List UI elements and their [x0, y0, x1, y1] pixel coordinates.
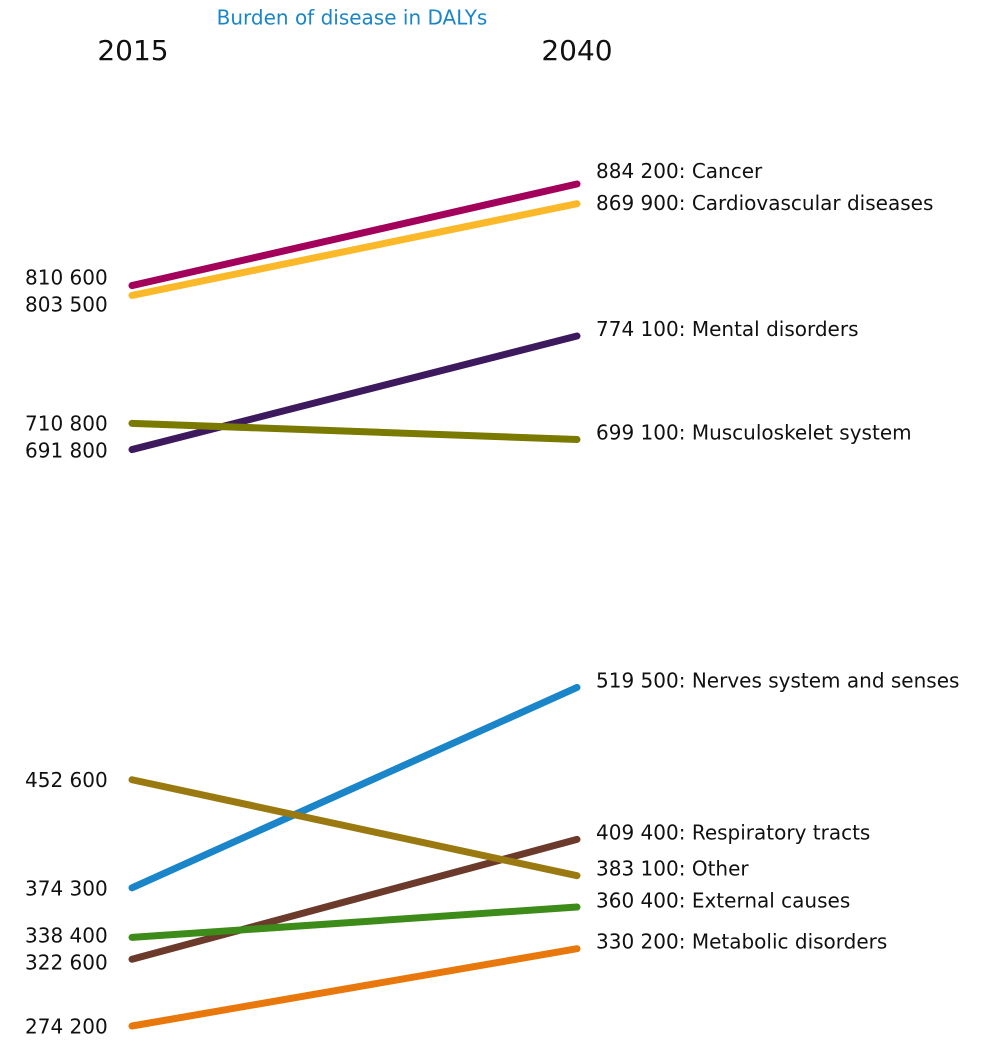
- end-value-label: 869 900: [596, 190, 679, 214]
- slope-line: [128, 419, 581, 443]
- start-value-label: 710 800: [25, 411, 108, 435]
- slope-line: [128, 180, 581, 290]
- start-value-label: 374 300: [25, 876, 108, 900]
- start-value-label: 274 200: [25, 1015, 108, 1039]
- label-separator: :: [679, 888, 692, 912]
- label-separator: :: [679, 316, 692, 340]
- x-category-label: 2015: [97, 34, 168, 67]
- slope-line: [128, 776, 581, 880]
- end-label: 330 200: Metabolic disorders: [596, 929, 887, 953]
- end-value-label: 774 100: [596, 316, 679, 340]
- end-value-label: 409 400: [596, 820, 679, 844]
- slope-line: [128, 945, 581, 1030]
- x-category-label: 2040: [541, 34, 612, 67]
- start-value-label: 691 800: [25, 438, 108, 462]
- end-label: 409 400: Respiratory tracts: [596, 820, 870, 844]
- label-separator: :: [679, 820, 692, 844]
- label-separator: :: [679, 190, 692, 214]
- label-separator: :: [679, 929, 692, 953]
- end-label: 519 500: Nerves system and senses: [596, 668, 959, 692]
- label-separator: :: [679, 158, 692, 182]
- series-name: Metabolic disorders: [692, 929, 887, 953]
- label-separator: :: [679, 420, 692, 444]
- slope-line: [128, 332, 581, 454]
- end-label: 360 400: External causes: [596, 888, 850, 912]
- end-value-label: 330 200: [596, 929, 679, 953]
- label-separator: :: [679, 856, 692, 880]
- series-name: Cardiovascular diseases: [692, 190, 934, 214]
- series-name: Mental disorders: [692, 316, 859, 340]
- end-label: 699 100: Musculoskelet system: [596, 420, 912, 444]
- slope-line: [128, 683, 581, 892]
- slope-line: [128, 903, 581, 941]
- label-separator: :: [679, 668, 692, 692]
- series-name: Respiratory tracts: [692, 820, 871, 844]
- end-value-label: 699 100: [596, 420, 679, 444]
- end-label: 884 200: Cancer: [596, 158, 763, 182]
- slope-line: [128, 200, 581, 299]
- start-value-label: 322 600: [25, 950, 108, 974]
- end-value-label: 360 400: [596, 888, 679, 912]
- end-label: 774 100: Mental disorders: [596, 316, 859, 340]
- end-value-label: 884 200: [596, 158, 679, 182]
- series-name: Other: [692, 856, 750, 880]
- start-value-label: 810 600: [25, 265, 108, 289]
- start-value-label: 452 600: [25, 768, 108, 792]
- end-label: 869 900: Cardiovascular diseases: [596, 190, 933, 214]
- series-name: Cancer: [692, 158, 763, 182]
- series-name: Nerves system and senses: [692, 668, 960, 692]
- start-value-label: 338 400: [25, 923, 108, 947]
- series-name: External causes: [692, 888, 850, 912]
- chart-title: Burden of disease in DALYs: [217, 6, 488, 30]
- end-label: 383 100: Other: [596, 856, 749, 880]
- start-value-label: 803 500: [25, 292, 108, 316]
- series-name: Musculoskelet system: [692, 420, 912, 444]
- end-value-label: 519 500: [596, 668, 679, 692]
- end-value-label: 383 100: [596, 856, 679, 880]
